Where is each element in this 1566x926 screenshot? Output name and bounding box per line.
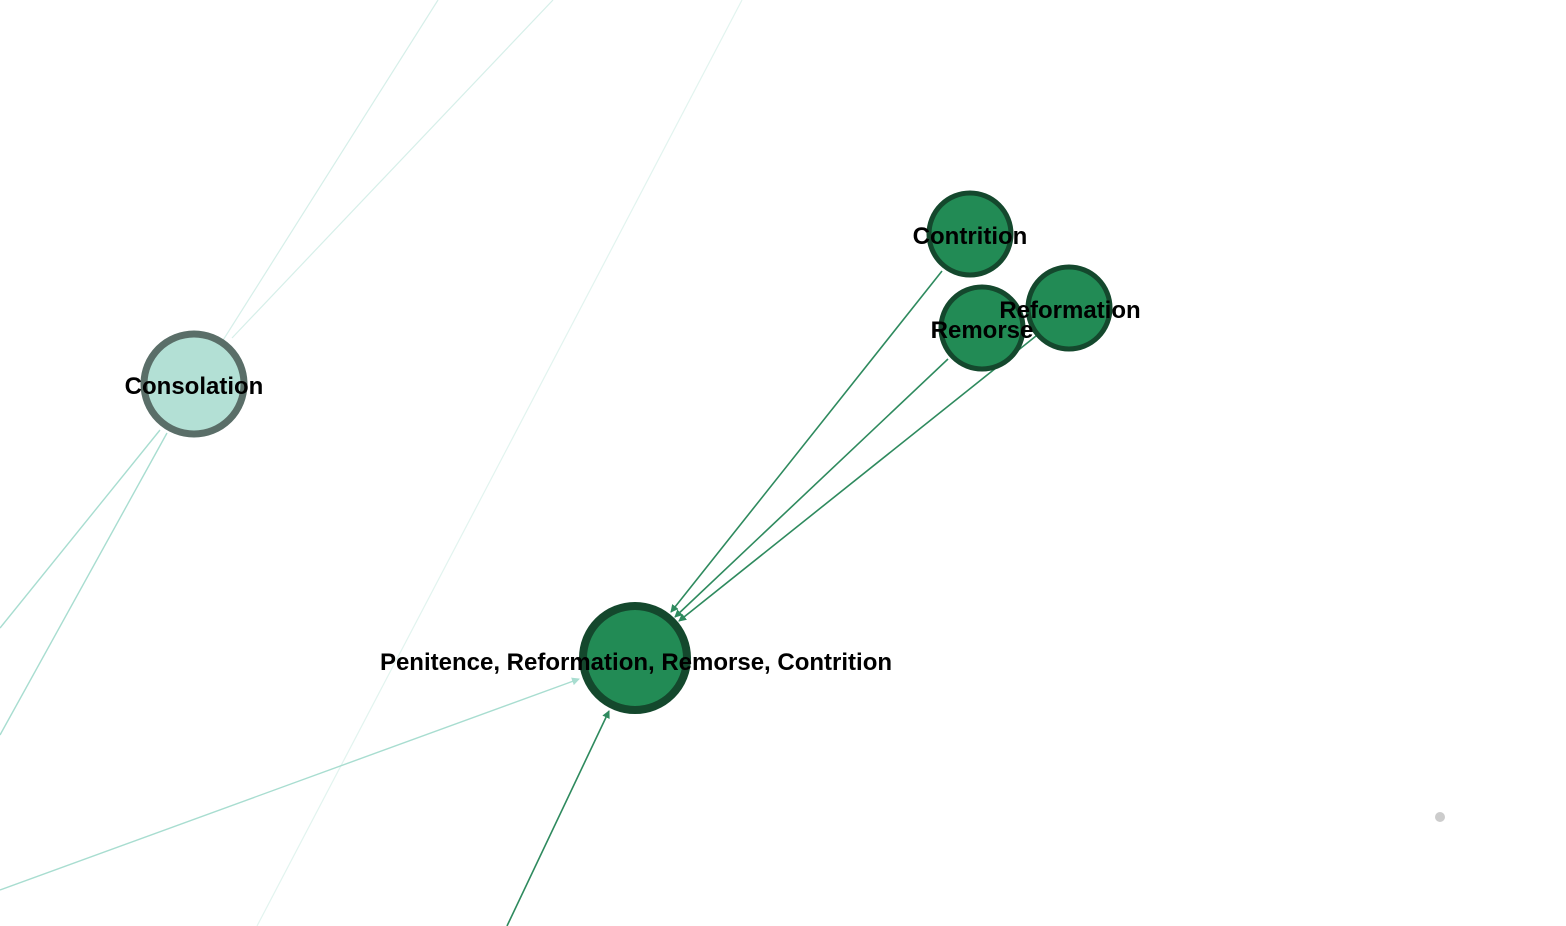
edge-consolation-offscreen-2 (232, 0, 553, 338)
edge-contrition-to-penitence (671, 271, 942, 612)
edge-consolation-offscreen-1 (220, 0, 438, 345)
orphan-dot (1435, 812, 1445, 822)
node-contrition[interactable]: Contrition (913, 193, 1028, 275)
edge-offscreen-to-penitence-light (0, 679, 579, 890)
node-contrition-label: Contrition (913, 223, 1028, 250)
node-consolation[interactable]: Consolation (125, 334, 264, 434)
edge-offscreen-to-penitence-strong (507, 711, 609, 926)
edge-consolation-offscreen-3 (0, 430, 160, 628)
node-penitence-label: Penitence, Reformation, Remorse, Contrit… (380, 649, 892, 676)
edge-reformation-to-penitence (679, 336, 1036, 621)
node-consolation-label: Consolation (125, 373, 264, 400)
node-reformation-label: Reformation (999, 297, 1140, 324)
edge-remorse-to-penitence (675, 359, 948, 617)
node-penitence[interactable]: Penitence, Reformation, Remorse, Contrit… (380, 606, 892, 710)
edge-consolation-offscreen-4 (0, 433, 167, 735)
edge-offscreen-diagonal (257, 0, 742, 926)
